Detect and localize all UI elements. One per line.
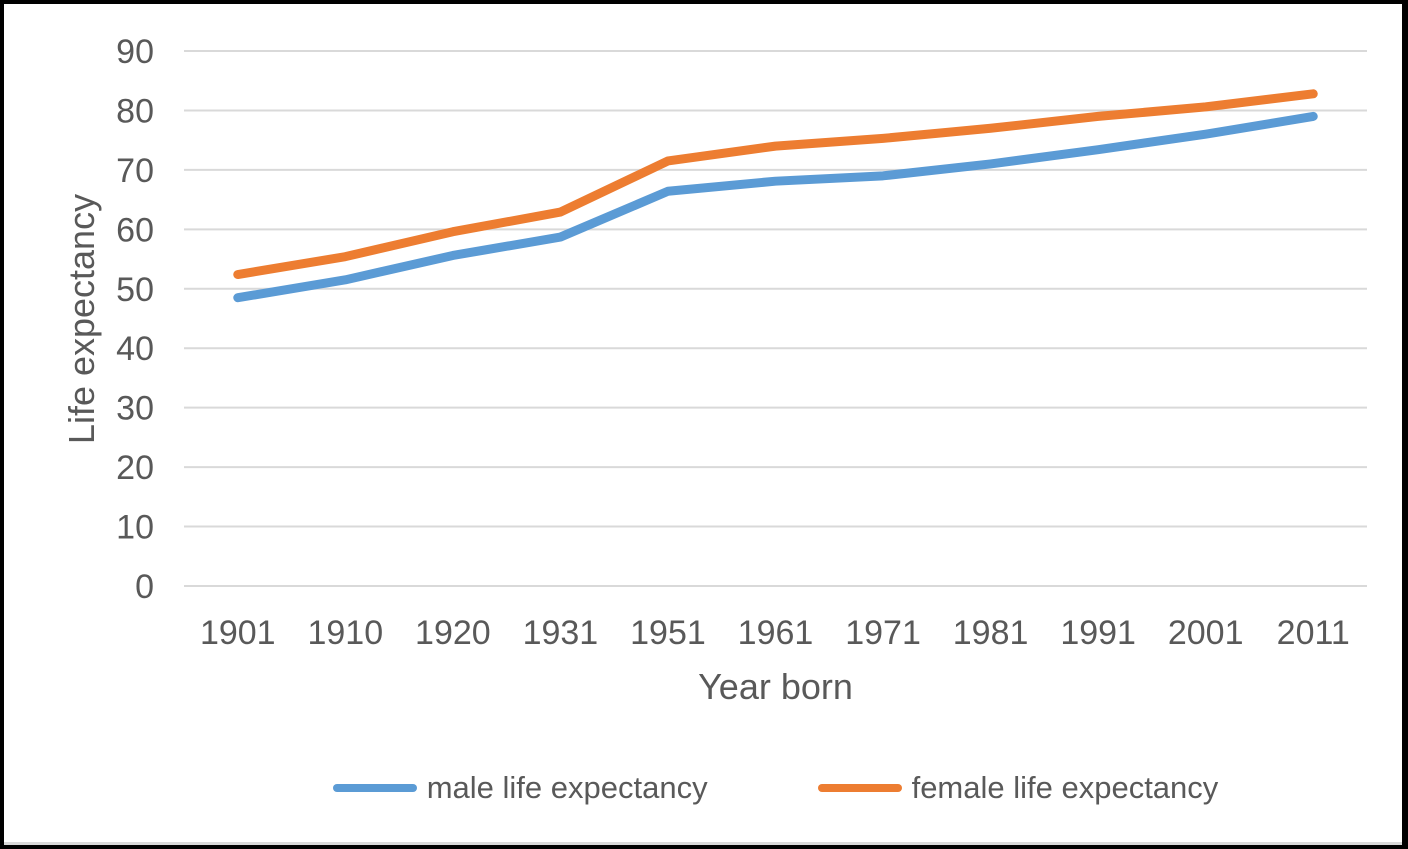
- x-tick-label: 2011: [1277, 614, 1350, 652]
- y-tick-label: 10: [116, 509, 154, 547]
- female-series-line: [233, 89, 1318, 280]
- y-tick-label: 80: [116, 92, 154, 130]
- legend-item-male: male life expectancy: [332, 770, 708, 806]
- line-chart-plot-area: 0 10 20 30 40 50 60 70 80 90 1901 1910 1920 1931 1951 1…: [116, 33, 1367, 652]
- legend-swatch-female-icon: [817, 784, 902, 792]
- legend-item-female: female life expectancy: [817, 770, 1219, 806]
- y-tick-label: 70: [116, 152, 154, 190]
- x-tick-label: 1991: [1060, 614, 1136, 652]
- x-tick-label: 2001: [1168, 614, 1244, 652]
- x-tick-label: 1910: [307, 614, 383, 652]
- y-tick-label: 30: [116, 390, 154, 428]
- x-tick-label: 1961: [738, 614, 814, 652]
- legend-label-male: male life expectancy: [426, 770, 708, 805]
- y-axis-title: Life expectancy: [61, 193, 102, 445]
- x-tick-label: 1951: [630, 614, 706, 652]
- legend-swatch-male-icon: [332, 784, 417, 792]
- legend-label-female: female life expectancy: [911, 770, 1219, 805]
- y-tick-label: 90: [116, 33, 154, 71]
- male-series-line: [233, 111, 1318, 303]
- y-tick-label: 50: [116, 271, 154, 309]
- x-tick-label: 1981: [953, 614, 1029, 652]
- x-tick-label: 1920: [415, 614, 491, 652]
- y-tick-label: 20: [116, 449, 154, 487]
- x-tick-label: 1901: [200, 614, 276, 652]
- x-tick-label: 1971: [845, 614, 921, 652]
- y-tick-label: 40: [116, 330, 154, 368]
- y-tick-label: 0: [135, 568, 154, 606]
- x-axis-title: Year born: [698, 666, 853, 707]
- y-tick-label: 60: [116, 211, 154, 249]
- chart-legend: male life expectancy female life expecta…: [184, 770, 1367, 806]
- x-tick-label: 1931: [523, 614, 599, 652]
